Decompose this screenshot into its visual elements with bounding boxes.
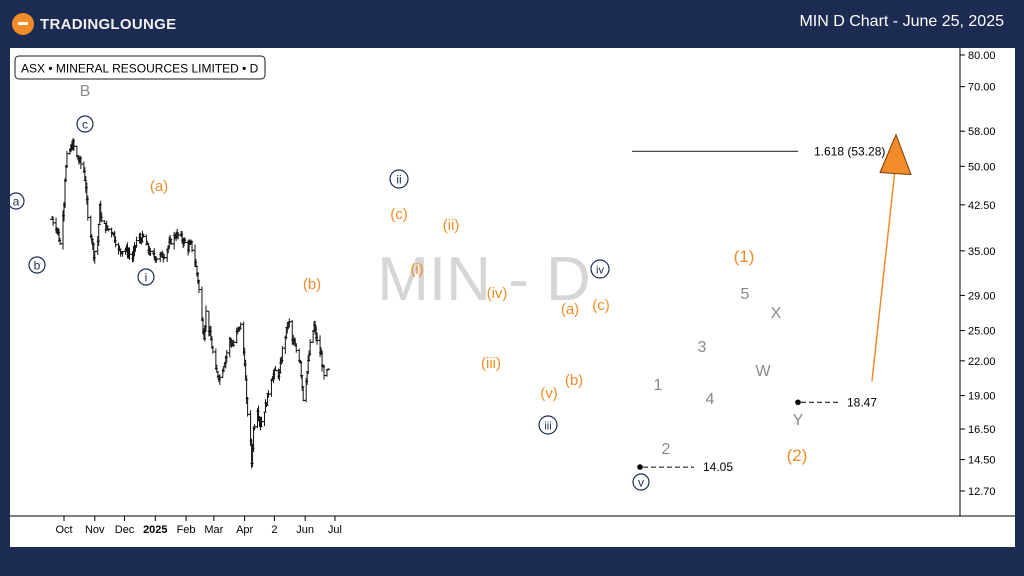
y-tick-label: 29.00 xyxy=(968,290,996,302)
ohlc-bar xyxy=(326,368,331,371)
wave-orange-1: (1) xyxy=(734,247,755,266)
wave-gray-5: 5 xyxy=(741,286,750,303)
x-tick-label: Jun xyxy=(296,524,314,536)
svg-text:c: c xyxy=(82,118,88,132)
ohlc-bar xyxy=(269,378,274,397)
x-tick-label: Oct xyxy=(55,524,72,536)
wave-gray-3: 3 xyxy=(698,339,707,356)
y-tick-label: 58.00 xyxy=(968,126,996,138)
x-tick-label: Mar xyxy=(204,524,223,536)
symbol-legend[interactable]: ASX • MINERAL RESOURCES LIMITED • D xyxy=(14,55,266,80)
wave-circle-i: i xyxy=(137,268,155,286)
wave-gray-4: 4 xyxy=(706,391,715,408)
wave-gray-B: B xyxy=(80,83,91,100)
y-tick-label: 14.50 xyxy=(968,455,996,467)
wave-orange-a-2: (a) xyxy=(561,301,579,318)
projection-arrow xyxy=(871,133,912,382)
y-tick-label: 35.00 xyxy=(968,246,996,258)
price-levels: 1.618 (53.28) 18.47 14.05 xyxy=(632,144,885,474)
brand-logo[interactable]: TRADINGLOUNGE xyxy=(12,12,176,36)
header-bar: TRADINGLOUNGE MIN D Chart - June 25, 202… xyxy=(0,0,1024,48)
wave-gray-2: 2 xyxy=(662,441,671,458)
wave-labels: a b c i ii iii iv v (a) (b) (c) (i) (ii)… xyxy=(7,83,808,491)
wave-orange-c-2: (c) xyxy=(592,297,610,314)
svg-text:i: i xyxy=(145,271,148,285)
svg-text:iv: iv xyxy=(596,265,604,277)
wave-circle-c: c xyxy=(76,115,94,133)
ohlc-bar xyxy=(322,365,327,380)
wave-orange-b-2: (b) xyxy=(565,372,583,389)
x-axis: Oct Nov Dec 2025 Feb Mar Apr 2 Jun Jul xyxy=(55,516,342,536)
chart-title: MIN D Chart - June 25, 2025 xyxy=(799,13,1004,30)
ohlc-bar xyxy=(262,411,267,427)
y-axis: 80.00 70.00 58.00 50.00 42.50 35.00 29.00 25.00… xyxy=(960,50,996,498)
y-tick-label: 50.00 xyxy=(968,161,996,173)
svg-text:a: a xyxy=(13,195,20,209)
low-level-label: 18.47 xyxy=(847,395,877,409)
svg-text:iii: iii xyxy=(544,421,551,433)
x-tick-label: 2025 xyxy=(143,524,167,536)
x-tick-label: Apr xyxy=(236,524,253,536)
wave-gray-1: 1 xyxy=(654,377,663,394)
price-chart[interactable]: MIN - D 80.00 70.00 58.00 50.00 42.50 35.00 29… xyxy=(7,48,1015,547)
chart-panel[interactable]: MIN - D 80.00 70.00 58.00 50.00 42.50 35.00 29… xyxy=(7,48,1015,547)
low-marker xyxy=(795,399,801,406)
wave-circle-ii: ii xyxy=(389,169,409,189)
wave-orange-iii: (iii) xyxy=(481,355,501,372)
x-tick-label: Feb xyxy=(177,524,196,536)
wave-orange-a-1: (a) xyxy=(150,178,168,195)
wave-gray-Y: Y xyxy=(793,412,804,429)
wave-orange-iv: (iv) xyxy=(487,285,508,302)
x-tick-label: Dec xyxy=(115,524,135,536)
y-tick-label: 25.00 xyxy=(968,326,996,338)
wave-orange-ii: (ii) xyxy=(443,217,460,234)
y-tick-label: 19.00 xyxy=(968,391,996,403)
y-tick-label: 12.70 xyxy=(968,486,996,498)
watermark: MIN - D xyxy=(377,245,591,314)
y-tick-label: 16.50 xyxy=(968,424,996,436)
x-tick-label: Jul xyxy=(328,524,342,536)
wave-orange-2: (2) xyxy=(787,446,808,465)
wave-circle-b: b xyxy=(28,256,46,274)
ohlc-bars xyxy=(50,138,331,469)
fib-level-label: 1.618 (53.28) xyxy=(814,144,885,158)
ohlc-bar xyxy=(311,330,316,344)
y-tick-label: 70.00 xyxy=(968,82,996,94)
wave-gray-W: W xyxy=(755,363,771,380)
ohlc-bar xyxy=(199,286,204,321)
brand-name: TRADINGLOUNGE xyxy=(40,15,177,33)
svg-text:v: v xyxy=(638,476,644,490)
wave-orange-c-1: (c) xyxy=(390,206,408,223)
wave-circle-v: v xyxy=(632,473,650,491)
x-tick-label: 2 xyxy=(271,524,277,536)
svg-text:ii: ii xyxy=(396,173,401,187)
logo-icon xyxy=(12,13,34,35)
low-marker xyxy=(637,464,643,470)
wave-gray-X: X xyxy=(771,305,782,322)
wave-orange-b-1: (b) xyxy=(303,276,321,293)
symbol-legend-text: ASX • MINERAL RESOURCES LIMITED • D xyxy=(21,62,259,76)
wave-circle-iii: iii xyxy=(538,415,558,435)
svg-text:b: b xyxy=(34,259,41,273)
y-tick-label: 22.00 xyxy=(968,356,996,368)
wave-orange-v: (v) xyxy=(540,385,558,402)
y-tick-label: 42.50 xyxy=(968,200,996,212)
x-tick-label: Nov xyxy=(85,524,105,536)
projection-line xyxy=(871,160,897,382)
wave-orange-i: (i) xyxy=(410,261,423,278)
y-tick-label: 80.00 xyxy=(968,50,996,62)
wave-circle-iv: iv xyxy=(590,259,610,279)
projection-arrowhead xyxy=(879,133,912,176)
wave-circle-a: a xyxy=(7,192,25,210)
low-level-label: 14.05 xyxy=(703,460,733,474)
